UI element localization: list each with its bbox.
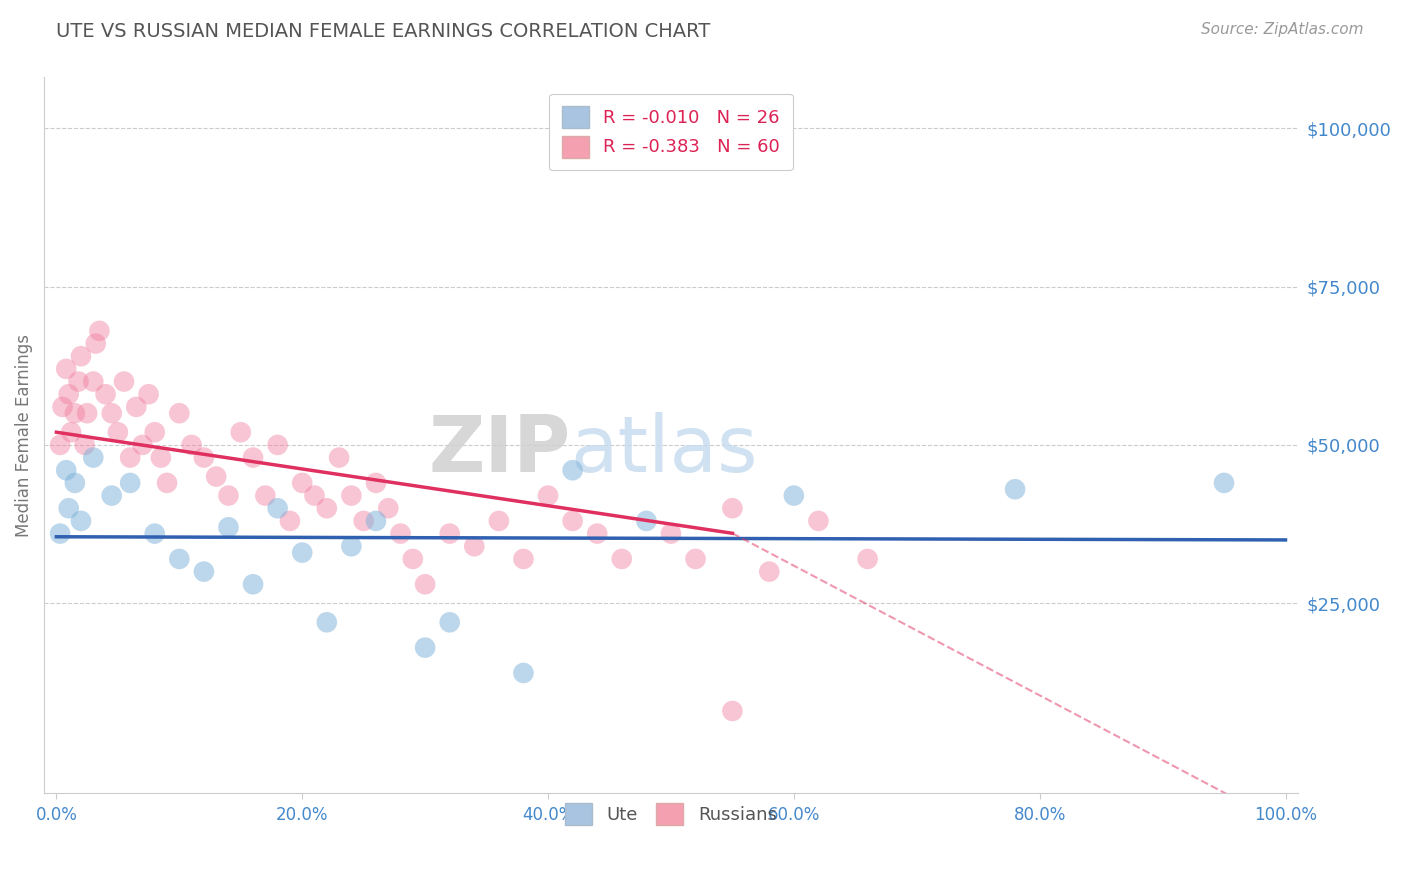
Point [402, 552, 425, 566]
Point [783, 489, 806, 503]
Point [193, 450, 215, 465]
Point [100, 489, 122, 503]
Point [218, 520, 240, 534]
Point [63, 406, 86, 420]
Point [70, 514, 93, 528]
Point [242, 577, 264, 591]
Point [242, 450, 264, 465]
Point [149, 450, 172, 465]
Point [1213, 475, 1236, 490]
Point [180, 438, 202, 452]
Point [49, 438, 72, 452]
Point [328, 450, 350, 465]
Point [205, 469, 228, 483]
Point [659, 526, 682, 541]
Point [120, 450, 142, 465]
Point [112, 375, 135, 389]
Point [353, 514, 375, 528]
Point [100, 406, 122, 420]
Point [67, 375, 90, 389]
Point [229, 425, 252, 440]
Point [84, 336, 107, 351]
Point [82, 450, 104, 465]
Point [721, 501, 744, 516]
Point [439, 615, 461, 630]
Point [291, 475, 314, 490]
Point [143, 526, 166, 541]
Text: UTE VS RUSSIAN MEDIAN FEMALE EARNINGS CORRELATION CHART: UTE VS RUSSIAN MEDIAN FEMALE EARNINGS CO… [56, 22, 710, 41]
Point [439, 526, 461, 541]
Point [389, 526, 412, 541]
Point [138, 387, 160, 401]
Point [60, 425, 83, 440]
Point [561, 463, 583, 477]
Point [89, 324, 111, 338]
Point [125, 400, 148, 414]
Point [94, 387, 117, 401]
Point [463, 539, 485, 553]
Point [73, 438, 96, 452]
Point [278, 514, 301, 528]
Y-axis label: Median Female Earnings: Median Female Earnings [15, 334, 32, 537]
Point [218, 489, 240, 503]
Point [131, 438, 153, 452]
Point [82, 375, 104, 389]
Point [512, 552, 534, 566]
Point [377, 501, 399, 516]
Text: atlas: atlas [571, 412, 758, 488]
Point [561, 514, 583, 528]
Point [1004, 482, 1026, 496]
Point [364, 514, 387, 528]
Point [169, 552, 191, 566]
Point [58, 387, 80, 401]
Point [537, 489, 560, 503]
Point [55, 362, 77, 376]
Point [266, 438, 288, 452]
Legend: Ute, Russians: Ute, Russians [557, 795, 786, 834]
Point [512, 665, 534, 680]
Point [721, 704, 744, 718]
Point [315, 615, 337, 630]
Point [120, 475, 142, 490]
Point [156, 475, 179, 490]
Point [49, 526, 72, 541]
Point [758, 565, 780, 579]
Text: ZIP: ZIP [429, 412, 571, 488]
Text: Source: ZipAtlas.com: Source: ZipAtlas.com [1201, 22, 1364, 37]
Point [685, 552, 707, 566]
Point [304, 489, 326, 503]
Point [107, 425, 129, 440]
Point [291, 546, 314, 560]
Point [254, 489, 277, 503]
Point [70, 349, 93, 363]
Point [63, 475, 86, 490]
Point [51, 400, 73, 414]
Point [340, 489, 363, 503]
Point [636, 514, 658, 528]
Point [413, 640, 436, 655]
Point [315, 501, 337, 516]
Point [586, 526, 609, 541]
Point [169, 406, 191, 420]
Point [266, 501, 288, 516]
Point [55, 463, 77, 477]
Point [143, 425, 166, 440]
Point [76, 406, 98, 420]
Point [413, 577, 436, 591]
Point [807, 514, 830, 528]
Point [58, 501, 80, 516]
Point [610, 552, 633, 566]
Point [193, 565, 215, 579]
Point [340, 539, 363, 553]
Point [488, 514, 510, 528]
Point [364, 475, 387, 490]
Point [856, 552, 879, 566]
